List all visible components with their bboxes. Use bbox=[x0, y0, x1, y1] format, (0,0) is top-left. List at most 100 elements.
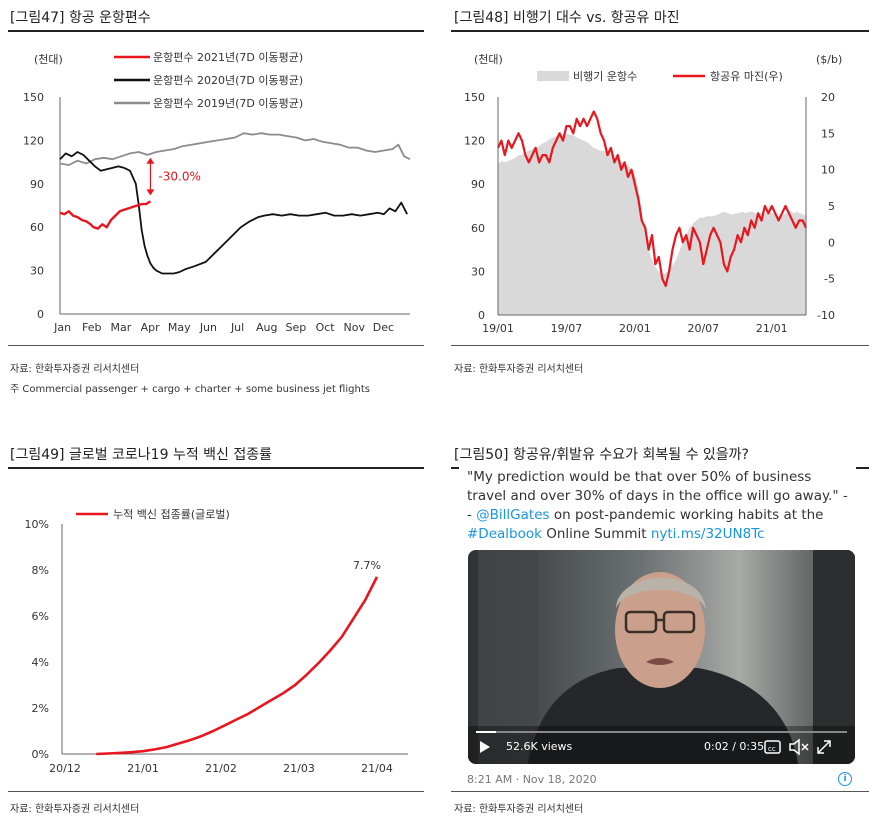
tweet-video[interactable]: cc 52.6K views 0:02 / 0:35 bbox=[468, 550, 855, 764]
fig47-series-line bbox=[59, 200, 152, 230]
fig48-ytick-left: 120 bbox=[464, 135, 485, 148]
fig49-data-label: 7.7% bbox=[353, 559, 381, 572]
fig49-ytick: 0% bbox=[32, 748, 49, 761]
fig48-bottom-rule bbox=[451, 345, 869, 346]
fig47-series-line bbox=[59, 151, 408, 275]
fig48-unit-right: ($/b) bbox=[816, 53, 842, 66]
fig49-ytick: 10% bbox=[25, 518, 49, 531]
captions-icon[interactable] bbox=[764, 740, 781, 754]
fig48-legend-swatch-area bbox=[537, 71, 569, 81]
fig48-ytick-left: 30 bbox=[471, 265, 485, 278]
fig48-ytick-left: 60 bbox=[471, 222, 485, 235]
fig48-ytick-right: 15 bbox=[821, 127, 835, 140]
fig50-bottom-rule bbox=[451, 791, 869, 792]
fig47-ytick: 150 bbox=[23, 91, 44, 104]
fig48-unit-left: (천대) bbox=[474, 52, 503, 66]
fig49-source: 자료: 한화투자증권 리서치센터 bbox=[10, 804, 140, 815]
fig47-xtick: Feb bbox=[82, 321, 101, 334]
fig49-title-rule bbox=[8, 467, 424, 469]
fig47-bottom-rule bbox=[8, 345, 424, 346]
fig48-line-series bbox=[497, 110, 807, 287]
fig48-ytick-left: 0 bbox=[478, 309, 485, 322]
tweet-url-link[interactable]: nyti.ms/32UN8Tc bbox=[650, 526, 765, 542]
fig48-ytick-right: 0 bbox=[828, 236, 835, 249]
fig48-legend-label-line: 항공유 마진(우) bbox=[710, 70, 783, 83]
fig49-series-line bbox=[96, 576, 379, 756]
fig49-chart: 0% 2% 4% 6% 8% 10% 20/12 21/01 21/02 21/03 21/04 누적… bbox=[25, 508, 408, 775]
fig48-chart: (천대) ($/b) 0 30 60 90 120 150 -10 -5 0 5 10 15 20 19/01… bbox=[464, 52, 842, 335]
fig49-xtick: 20/12 bbox=[49, 762, 81, 775]
fig47-chart: (천대) 0 30 60 90 120 150 Jan Feb Mar Apr May Jun Jul Au… bbox=[23, 51, 411, 334]
fig49-xtick: 21/02 bbox=[205, 762, 237, 775]
fig48-ytick-right: 10 bbox=[821, 164, 835, 177]
fig49-title: [그림49] 글로벌 코로나19 누적 백신 접종률 bbox=[10, 447, 273, 463]
play-icon[interactable] bbox=[480, 741, 490, 753]
fig47-ytick: 30 bbox=[30, 265, 44, 278]
person-sweater bbox=[528, 668, 798, 764]
fig47-xtick: Mar bbox=[111, 321, 132, 334]
tweet-card: "My prediction would be that over 50% of… bbox=[459, 462, 856, 792]
tweet-text: "My prediction would be that over 50% of… bbox=[467, 468, 852, 544]
fig47-source: 자료: 한화투자증권 리서치센터 bbox=[10, 364, 140, 375]
fig48-ytick-right: -5 bbox=[824, 273, 835, 286]
fig49-xtick: 21/04 bbox=[361, 762, 393, 775]
fig47-xtick: Apr bbox=[141, 321, 161, 334]
fullscreen-icon[interactable] bbox=[817, 740, 831, 754]
fig48-ytick-right: 5 bbox=[828, 200, 835, 213]
fig49-ytick: 6% bbox=[32, 610, 49, 623]
fig47-note: 주 Commercial passenger + cargo + charter… bbox=[10, 384, 370, 395]
fig49-xtick: 21/01 bbox=[127, 762, 159, 775]
tweet-hashtag-link[interactable]: #Dealbook bbox=[467, 526, 542, 542]
fig48-xtick: 19/07 bbox=[551, 322, 583, 335]
svg-text:cc: cc bbox=[768, 745, 776, 753]
fig47-ytick: 60 bbox=[30, 221, 44, 234]
fig48-xtick: 19/01 bbox=[482, 322, 514, 335]
fig48-area-series bbox=[498, 133, 806, 315]
info-icon[interactable]: i bbox=[838, 772, 852, 786]
person-hair bbox=[616, 577, 706, 610]
fig47-legend-label: 운항편수 2021년(7D 이동평균) bbox=[153, 51, 303, 64]
fig47-unit-label: (천대) bbox=[34, 52, 63, 66]
fig48-ytick-left: 150 bbox=[464, 91, 485, 104]
fig47-ytick: 120 bbox=[23, 134, 44, 147]
tweet-timestamp[interactable]: 8:21 AM · Nov 18, 2020 bbox=[467, 773, 597, 786]
fig49-ytick: 4% bbox=[32, 656, 49, 669]
fig48-title: [그림48] 비행기 대수 vs. 항공유 마진 bbox=[454, 10, 680, 26]
tweet-handle-link[interactable]: @BillGates bbox=[476, 507, 550, 523]
fig47-title-rule bbox=[8, 30, 424, 32]
fig48-ytick-left: 90 bbox=[471, 178, 485, 191]
fig47-arrow-head-up bbox=[146, 157, 155, 164]
fig48-ytick-right: -10 bbox=[817, 309, 835, 322]
video-frame: cc bbox=[468, 550, 855, 764]
video-views: 52.6K views bbox=[506, 740, 573, 753]
fig48-title-rule bbox=[451, 30, 869, 32]
fig47-xtick: Aug bbox=[256, 321, 277, 334]
fig47-legend-label: 운항편수 2020년(7D 이동평균) bbox=[153, 74, 303, 87]
volume-icon[interactable] bbox=[789, 738, 800, 756]
fig47-ytick: 90 bbox=[30, 178, 44, 191]
fig47-title: [그림47] 항공 운항편수 bbox=[10, 10, 151, 26]
fig47-xtick: Jan bbox=[53, 321, 71, 334]
video-time: 0:02 / 0:35 bbox=[704, 740, 765, 753]
fig48-xtick: 20/01 bbox=[619, 322, 651, 335]
fig47-ytick: 0 bbox=[37, 308, 44, 321]
fig48-xtick: 20/07 bbox=[687, 322, 719, 335]
fig47-xtick: Oct bbox=[316, 321, 336, 334]
fig49-bottom-rule bbox=[8, 791, 424, 792]
fig47-arrow-head-down bbox=[146, 189, 155, 196]
fig47-xtick: Dec bbox=[373, 321, 394, 334]
fig48-legend-label-area: 비행기 운항수 bbox=[573, 70, 637, 83]
fig50-source: 자료: 한화투자증권 리서치센터 bbox=[454, 804, 584, 815]
fig47-xtick: Jun bbox=[199, 321, 217, 334]
fig47-xtick: Nov bbox=[344, 321, 366, 334]
fig48-source: 자료: 한화투자증권 리서치센터 bbox=[454, 364, 584, 375]
fig50-title: [그림50] 항공유/휘발유 수요가 회복될 수 있을까? bbox=[454, 447, 749, 463]
fig47-annotation-label: -30.0% bbox=[158, 170, 200, 184]
tweet-text-3: Online Summit bbox=[541, 526, 651, 542]
fig48-ytick-right: 20 bbox=[821, 91, 835, 104]
fig47-series-line bbox=[59, 132, 411, 166]
fig49-legend-label: 누적 백신 접종률(글로벌) bbox=[113, 508, 230, 521]
fig47-legend-label: 운항편수 2019년(7D 이동평균) bbox=[153, 97, 303, 110]
tweet-quote: "My prediction would be that over 50% of… bbox=[467, 469, 848, 523]
fig49-ytick: 8% bbox=[32, 564, 49, 577]
